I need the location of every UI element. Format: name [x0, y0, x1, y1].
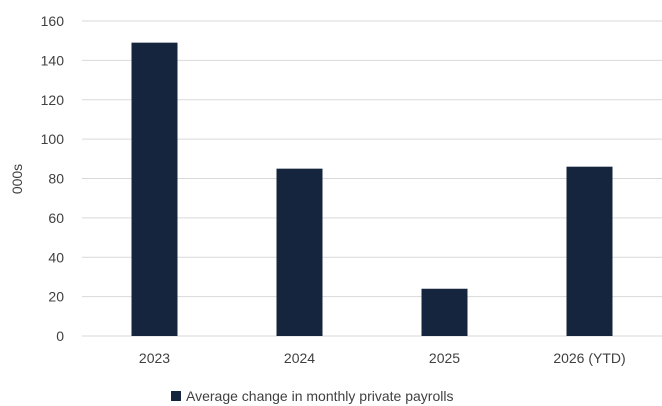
y-tick-label: 20 [48, 289, 64, 305]
y-tick-label: 100 [41, 131, 65, 147]
x-tick-label: 2024 [284, 350, 315, 366]
y-axis-ticks: 0 20 40 60 80 100 120 140 160 [41, 13, 65, 344]
bars [131, 42, 613, 336]
y-tick-label: 140 [41, 52, 65, 68]
y-tick-label: 60 [48, 210, 64, 226]
x-tick-label: 2026 (YTD) [553, 350, 625, 366]
y-axis-label: 000s [9, 164, 25, 194]
x-axis-ticks: 2023 2024 2025 2026 (YTD) [139, 350, 626, 366]
bar-2024 [276, 168, 323, 336]
bar-2023 [131, 42, 178, 336]
legend-swatch [171, 391, 181, 401]
x-tick-label: 2025 [429, 350, 460, 366]
x-tick-label: 2023 [139, 350, 170, 366]
y-tick-label: 40 [48, 249, 64, 265]
y-tick-label: 0 [56, 328, 64, 344]
bar-2026-ytd- [566, 166, 613, 336]
legend-label: Average change in monthly private payrol… [186, 388, 453, 404]
y-tick-label: 80 [48, 171, 64, 187]
bar-2025 [421, 288, 468, 336]
legend: Average change in monthly private payrol… [171, 388, 453, 404]
y-tick-label: 120 [41, 92, 65, 108]
y-tick-label: 160 [41, 13, 65, 29]
gridlines [82, 20, 662, 337]
